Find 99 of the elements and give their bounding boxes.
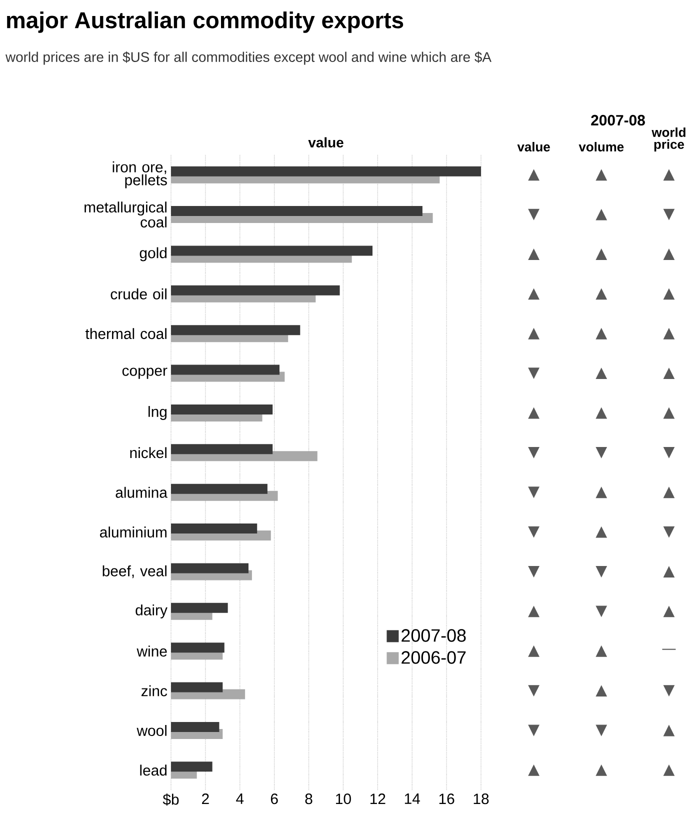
- x-tick-label: 4: [236, 794, 244, 804]
- text: ▼: [528, 566, 540, 578]
- bar: [171, 563, 248, 574]
- text: ▼: [528, 685, 540, 697]
- bar: [171, 285, 340, 296]
- y-tick-label: aluminium: [100, 526, 166, 538]
- text: ▲: [663, 764, 675, 776]
- text: ▲: [596, 407, 608, 419]
- text: ▲: [528, 288, 540, 300]
- text: ▲: [663, 606, 675, 618]
- y-tick-label: wool: [136, 725, 166, 736]
- text: ▲: [596, 645, 608, 657]
- x-tick-label: 6: [270, 794, 278, 804]
- text: 2007-08: [591, 114, 645, 126]
- bar: [171, 524, 258, 534]
- text: ▲: [596, 248, 608, 260]
- text: ▲: [663, 169, 675, 181]
- text: ▼: [596, 566, 608, 578]
- text: ▼: [596, 606, 608, 618]
- text: ▲: [663, 288, 675, 300]
- text: ▲: [528, 169, 540, 181]
- y-tick-label: iron ore, pellets: [112, 161, 167, 188]
- x-tick-label: 2: [202, 794, 209, 804]
- text: ▼: [663, 685, 675, 697]
- bar: [171, 246, 372, 256]
- text: ▲: [596, 208, 608, 220]
- bar: [171, 722, 220, 732]
- text: ▼: [528, 486, 540, 498]
- bar: [171, 602, 228, 613]
- y-tick-label: beef, veal: [102, 565, 166, 578]
- chart-subtitle: world prices are in $US for all commodities except wool and wine which are $A: [6, 52, 492, 65]
- bar: [171, 762, 212, 772]
- category-label: volume: [578, 142, 624, 152]
- bar: [171, 206, 422, 216]
- text: ▲: [663, 566, 675, 578]
- bar: [171, 404, 273, 414]
- y-tick-label: zinc: [142, 685, 168, 696]
- y-tick-label: crude oil: [110, 288, 166, 300]
- y-tick-label: gold: [140, 247, 167, 262]
- text: ▲: [596, 764, 608, 776]
- bar: [171, 484, 268, 494]
- x-tick-label: 12: [370, 794, 386, 804]
- text: ▼: [528, 208, 540, 220]
- y-tick-label: lead: [140, 764, 167, 776]
- x-tick-label: 8: [305, 794, 312, 804]
- y-tick-label: thermal coal: [85, 328, 166, 340]
- text: ▼: [596, 446, 608, 458]
- text: ▲: [663, 486, 675, 498]
- text: ▲: [663, 248, 675, 260]
- text: ▼: [528, 368, 540, 380]
- text: ▲: [663, 407, 675, 419]
- text: ▲: [596, 169, 608, 181]
- y-tick-label: alumina: [116, 486, 168, 498]
- text: ▲: [596, 526, 608, 538]
- text: ▼: [663, 446, 675, 458]
- bar: [171, 682, 223, 692]
- text: ▲: [663, 368, 675, 380]
- y-tick-label: copper: [122, 368, 168, 379]
- text: ▲: [663, 328, 675, 340]
- x-tick-label: 16: [439, 794, 454, 804]
- text: ▲: [596, 328, 608, 340]
- y-tick-label: dairy: [136, 604, 168, 618]
- chart-title: major Australian commodity exports: [7, 12, 404, 33]
- bar: [171, 444, 273, 454]
- bar: [171, 642, 224, 653]
- legend-label: 2007-08: [402, 629, 466, 642]
- text: ▼: [663, 526, 675, 538]
- bar: [171, 166, 481, 176]
- text: ▲: [528, 606, 540, 618]
- y-tick-label: lng: [148, 406, 167, 420]
- text: ▼: [596, 724, 608, 736]
- legend-label: 2006-07: [402, 651, 466, 664]
- category-label: world price: [652, 127, 686, 152]
- text: ▼: [663, 208, 675, 220]
- x-tick-label: 18: [474, 794, 489, 804]
- text: ▼: [528, 724, 540, 736]
- text: ▼: [528, 526, 540, 538]
- text: —: [662, 648, 676, 650]
- text: ▲: [528, 645, 540, 657]
- bar: [171, 364, 280, 375]
- category-label: value: [517, 142, 550, 152]
- text: ▲: [528, 248, 540, 260]
- text: ▲: [528, 764, 540, 776]
- text: ▲: [528, 328, 540, 340]
- text: ▲: [596, 288, 608, 300]
- bar: [171, 325, 300, 336]
- y-tick-label: wine: [136, 646, 167, 657]
- text: ▼: [528, 446, 540, 458]
- text: ▲: [596, 685, 608, 697]
- y-tick-label: metallurgical coal: [84, 202, 166, 228]
- x-tick-label: 10: [336, 794, 351, 804]
- x-tick-label: 14: [404, 794, 420, 804]
- y-tick-label: nickel: [130, 447, 166, 458]
- text: ▲: [528, 407, 540, 419]
- text: ▲: [596, 368, 608, 380]
- x-axis-title: value: [308, 137, 344, 148]
- x-tick-label: $b: [162, 794, 179, 806]
- text: ▲: [663, 724, 675, 736]
- text: ▲: [596, 486, 608, 498]
